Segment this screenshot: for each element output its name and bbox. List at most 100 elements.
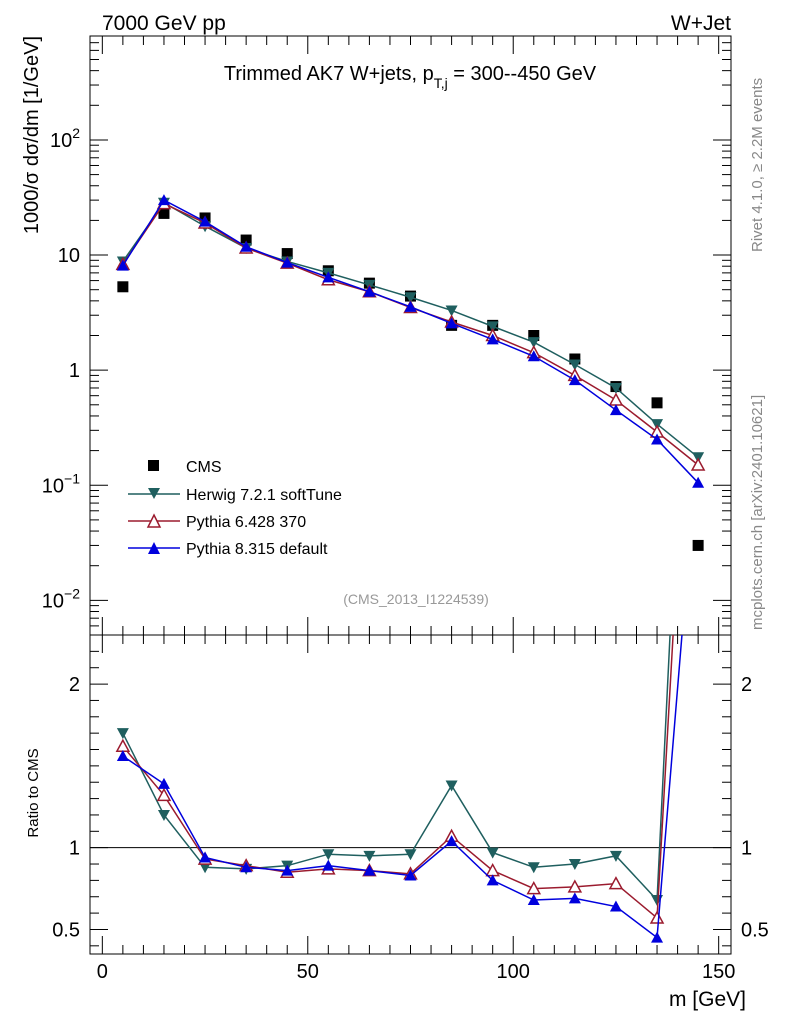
ratio-point-herwig: [527, 862, 540, 874]
legend-label-pythia6: Pythia 6.428 370: [186, 514, 306, 531]
data-point-pythia8: [486, 333, 499, 345]
legend-entry-pythia8: Pythia 8.315 default: [128, 541, 328, 558]
ratio-y-tick-label: 2: [69, 674, 80, 696]
data-point-cms: [117, 281, 129, 293]
legend-label-cms: CMS: [186, 459, 222, 476]
data-point-pythia8: [240, 240, 253, 252]
ratio-y-tick-label: 1: [69, 838, 80, 860]
data-point-pythia8: [445, 317, 458, 329]
main-series: [115, 194, 706, 551]
x-tick-label: 150: [702, 961, 735, 983]
ratio-y-tick-label-right: 1: [741, 838, 752, 860]
ratio-point-herwig: [486, 847, 499, 859]
ratio-point-pythia6: [526, 880, 542, 895]
ratio-point-pythia8: [609, 900, 622, 912]
series-line-pythia8: [122, 199, 699, 484]
legend-entry-herwig: Herwig 7.2.1 softTune: [128, 487, 342, 504]
ratio-point-pythia8: [404, 869, 417, 881]
main-y-tick-label-exp: 2: [72, 125, 80, 141]
ratio-point-pythia8: [240, 861, 253, 873]
series-pythia6: [115, 196, 706, 471]
ratio-point-herwig: [609, 850, 622, 862]
data-point-pythia8: [157, 194, 170, 206]
ratio-point-herwig: [404, 849, 417, 861]
ratio-y-tick-label: 0.5: [52, 919, 80, 941]
ratio-point-pythia8: [568, 892, 581, 904]
series-herwig: [116, 197, 705, 464]
main-y-tick-label-base: 1: [69, 360, 80, 382]
ratio-point-herwig: [445, 780, 458, 792]
ratio-point-pythia8: [445, 835, 458, 847]
data-point-pythia8: [404, 300, 417, 312]
legend-marker-herwig: [148, 488, 160, 499]
main-y-tick-label: 102: [50, 125, 80, 152]
data-point-herwig: [568, 359, 581, 371]
x-tick-label: 0: [97, 961, 108, 983]
ratio-point-pythia6: [649, 910, 665, 924]
main-title: Trimmed AK7 W+jets, pT,j = 300--450 GeV: [224, 63, 597, 91]
main-y-tick-label: 1: [69, 360, 80, 382]
ratio-point-pythia8: [651, 931, 664, 943]
data-point-pythia8: [692, 476, 705, 488]
data-point-cms: [692, 539, 704, 551]
ratio-y-tick-label-right: 2: [741, 674, 752, 696]
x-axis-label: m [GeV]: [669, 988, 746, 1011]
data-point-cms: [569, 353, 581, 365]
data-point-pythia6: [690, 457, 706, 471]
legend-marker-pythia6: [146, 513, 162, 528]
ratio-point-herwig: [199, 862, 212, 874]
series-pythia8: [116, 194, 705, 488]
main-y-tick-label-base: 10: [42, 590, 64, 612]
data-point-pythia8: [116, 259, 129, 271]
data-point-pythia8: [568, 374, 581, 386]
ratio-series: [115, 635, 683, 943]
ratio-point-pythia6: [567, 879, 583, 893]
ratio-point-herwig: [568, 859, 581, 871]
data-point-pythia8: [281, 256, 294, 268]
data-point-herwig: [404, 292, 417, 304]
ratio-y-tick-label-right: 0.5: [741, 919, 769, 941]
main-y-tick-label-base: 10: [50, 130, 72, 152]
header-left: 7000 GeV pp: [102, 12, 226, 35]
series-line-herwig: [122, 201, 699, 458]
data-point-pythia8: [363, 285, 376, 297]
ratio-point-herwig: [322, 849, 335, 861]
main-y-tick-label-exp: −1: [64, 470, 80, 486]
analysis-id: (CMS_2013_I1224539): [343, 591, 489, 607]
ratio-point-herwig: [651, 895, 664, 907]
main-ticks: [90, 35, 731, 636]
mcplots-label: mcplots.cern.ch [arXiv:2401.10621]: [749, 395, 766, 630]
header-right: W+Jet: [671, 12, 731, 35]
main-title-range: = 300--450 GeV: [448, 63, 597, 85]
main-y-tick-label-base: 10: [42, 475, 64, 497]
ratio-frame: [89, 634, 732, 955]
data-point-pythia8: [527, 350, 540, 362]
data-point-pythia8: [322, 271, 335, 283]
ratio-point-pythia8: [199, 851, 212, 863]
main-title-text: Trimmed AK7 W+jets, p: [224, 63, 434, 85]
ratio-point-pythia8: [486, 874, 499, 886]
main-title-sub: T,j: [434, 75, 448, 91]
ratio-series-pythia6: [115, 635, 674, 924]
legend-entry-pythia6: Pythia 6.428 370: [128, 513, 306, 531]
data-point-herwig: [445, 305, 458, 317]
ratio-panel: 0.5 0.5 1 1 2 2 0 50 100 150 Ratio to CMS m [GeV…: [25, 634, 769, 1011]
legend-marker-pythia8: [148, 542, 160, 554]
legend-label-pythia8: Pythia 8.315 default: [186, 541, 328, 558]
ratio-point-pythia6: [608, 876, 624, 890]
legend: CMS Herwig 7.2.1 softTune Pythia 6.428 3…: [128, 459, 342, 558]
ratio-x-tick-labels: 0 50 100 150: [97, 961, 736, 983]
data-point-cms: [651, 397, 663, 409]
main-y-axis-label: 1000/σ dσ/dm [1/GeV]: [21, 36, 43, 234]
main-y-tick-label-exp: −2: [64, 585, 80, 601]
data-point-pythia8: [651, 433, 664, 445]
ratio-point-pythia8: [527, 894, 540, 906]
ratio-point-herwig: [157, 809, 170, 821]
ratio-point-herwig: [363, 850, 376, 862]
data-point-pythia8: [609, 404, 622, 416]
data-point-herwig: [527, 337, 540, 349]
data-point-cms: [240, 234, 252, 246]
